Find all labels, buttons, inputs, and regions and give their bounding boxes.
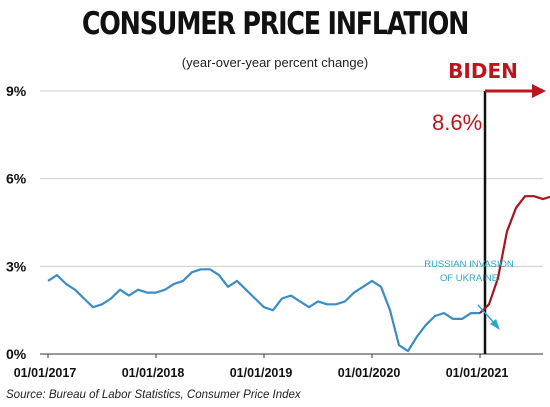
biden-arrow-head	[532, 84, 546, 98]
y-tick-label: 9%	[6, 83, 27, 99]
y-tick-label: 6%	[6, 171, 27, 187]
x-tick-label: 01/01/2020	[338, 366, 401, 380]
x-tick-label: 01/01/2021	[446, 366, 509, 380]
y-tick-label: 3%	[6, 258, 27, 274]
series-line-0	[47, 268, 480, 353]
x-tick-label: 01/01/2017	[14, 366, 77, 380]
x-tick-label: 01/01/2019	[230, 366, 293, 380]
chart-title: CONSUMER PRICE INFLATION	[81, 6, 470, 42]
invasion-label-line2: OF UKRAINE	[440, 273, 498, 284]
invasion-label-line1: RUSSIAN INVASION	[424, 259, 514, 270]
series-line-1	[479, 195, 550, 314]
biden-label: BIDEN	[448, 59, 518, 83]
y-tick-label: 0%	[6, 346, 27, 362]
latest-value-label: 8.6%	[432, 110, 482, 135]
invasion-pointer-head	[490, 319, 500, 330]
source-note: Source: Bureau of Labor Statistics, Cons…	[6, 389, 301, 401]
chart-subtitle: (year-over-year percent change)	[181, 55, 369, 70]
x-tick-label: 01/01/2018	[122, 366, 185, 380]
